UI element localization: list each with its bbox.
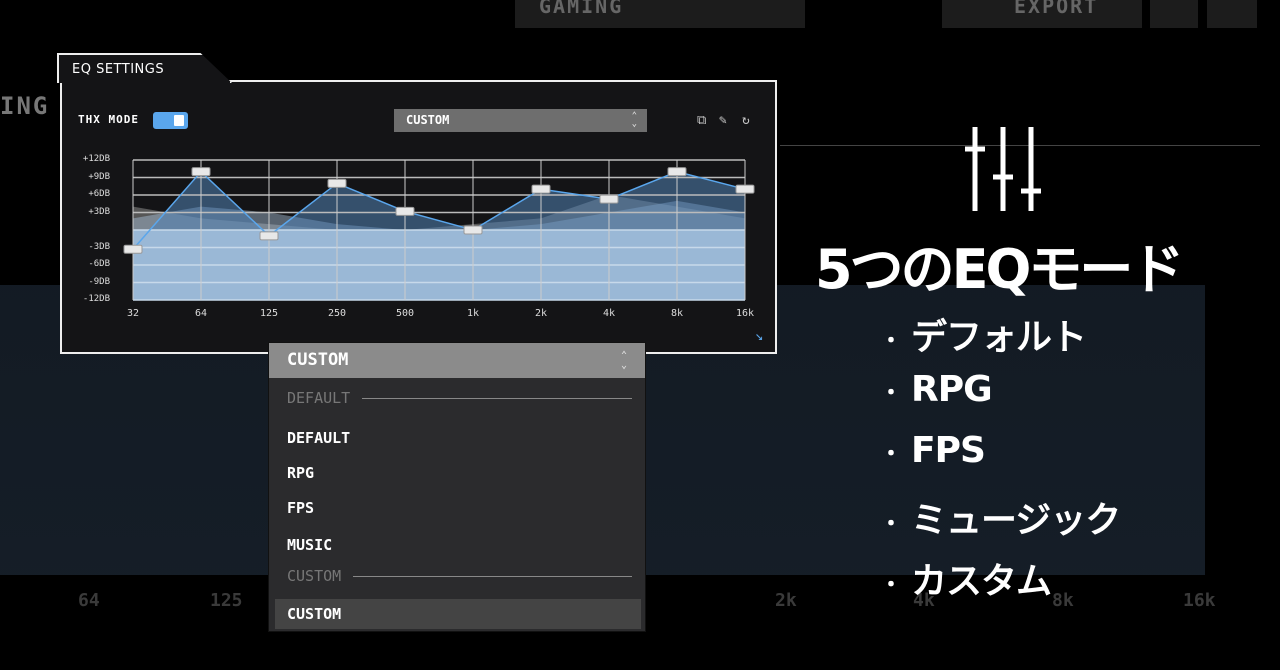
x-tick-label: 64 bbox=[194, 308, 208, 319]
dropdown-selected-value: CUSTOM bbox=[287, 350, 349, 370]
bg-x-label: 125 bbox=[210, 590, 243, 611]
group-header-default: DEFAULT bbox=[287, 389, 632, 407]
eq-band-knob[interactable] bbox=[735, 184, 755, 194]
promo-bullet-item: ・ RPG bbox=[880, 369, 993, 410]
sliders-icon bbox=[965, 127, 1041, 211]
bg-x-label: 4k bbox=[913, 590, 935, 611]
export-label: EXPORT bbox=[1014, 0, 1099, 18]
eq-band-knob[interactable] bbox=[123, 244, 143, 254]
eq-curve-line bbox=[132, 170, 746, 250]
preset-select[interactable]: CUSTOM ⌃ ⌄ bbox=[394, 109, 647, 132]
promo-bullet-item: ・ FPS bbox=[880, 430, 986, 471]
promo-bullet-text: ミュージック bbox=[911, 500, 1121, 541]
promo-heading: 5つのEQモード bbox=[815, 238, 1184, 301]
promo-bullet-text: デフォルト bbox=[911, 317, 1087, 358]
bullet-dot: ・ bbox=[880, 512, 902, 537]
chevron-updown-icon: ⌃ ⌄ bbox=[631, 111, 637, 129]
eq-band-knob[interactable] bbox=[599, 194, 619, 204]
bullet-dot: ・ bbox=[880, 573, 902, 598]
thx-mode-toggle[interactable] bbox=[153, 112, 188, 129]
eq-band-knob[interactable] bbox=[259, 231, 279, 241]
y-tick-label: +12DB bbox=[82, 154, 110, 164]
y-tick-label: -3DB bbox=[88, 241, 110, 252]
x-tick-label: 8k bbox=[670, 308, 684, 319]
bg-x-label: 16k bbox=[1183, 590, 1216, 611]
close-button bbox=[1207, 0, 1257, 28]
y-tick-label: +6DB bbox=[88, 189, 110, 199]
y-tick-label: -12DB bbox=[82, 294, 110, 304]
eq-band-knob[interactable] bbox=[531, 184, 551, 194]
x-tick-label: 4k bbox=[602, 308, 616, 319]
option-default[interactable]: DEFAULT bbox=[287, 429, 351, 447]
y-tick-label: +3DB bbox=[88, 206, 110, 217]
option-music[interactable]: MUSIC bbox=[287, 536, 333, 554]
group-label: DEFAULT bbox=[287, 389, 351, 407]
x-tick-label: 250 bbox=[327, 308, 347, 319]
eq-graph[interactable] bbox=[120, 150, 760, 310]
export-button: EXPORT bbox=[942, 0, 1142, 28]
resize-arrow-icon[interactable]: ↘ bbox=[755, 328, 764, 344]
y-tick-label: +9DB bbox=[88, 171, 110, 182]
x-tick-label: 2k bbox=[534, 308, 548, 319]
profile-select-value: GAMING bbox=[539, 0, 624, 18]
x-tick-label: 500 bbox=[395, 308, 415, 319]
promo-bullet-text: カスタム bbox=[911, 561, 1052, 602]
bullet-dot: ・ bbox=[880, 329, 902, 354]
eq-band-knob[interactable] bbox=[667, 167, 687, 177]
promo-bullet-text: RPG bbox=[911, 369, 993, 410]
bg-x-label: 2k bbox=[775, 590, 797, 611]
group-header-custom: CUSTOM bbox=[287, 567, 632, 585]
bg-x-label: 64 bbox=[78, 590, 100, 611]
promo-bullet-text: FPS bbox=[911, 430, 986, 471]
option-fps[interactable]: FPS bbox=[287, 499, 315, 517]
bg-x-label: 8k bbox=[1052, 590, 1074, 611]
promo-bullet-item: ・ミュージック bbox=[880, 491, 1121, 543]
x-tick-label: 16k bbox=[735, 308, 755, 319]
thx-mode-label: THX MODE bbox=[78, 113, 139, 126]
y-tick-label: -6DB bbox=[88, 259, 110, 269]
background-divider bbox=[780, 145, 1260, 146]
x-tick-label: 125 bbox=[259, 308, 279, 319]
x-tick-label: 1k bbox=[466, 308, 480, 319]
x-tick-label: 32 bbox=[126, 308, 140, 319]
copy-icon[interactable]: ⧉ bbox=[697, 113, 707, 128]
eq-band-knob[interactable] bbox=[395, 206, 415, 216]
background-tab-fragment: ING bbox=[0, 92, 50, 120]
eq-settings-tab[interactable] bbox=[57, 53, 232, 83]
toggle-knob bbox=[174, 115, 184, 126]
dropdown-selected[interactable]: CUSTOM ⌃ ⌄ bbox=[269, 343, 645, 378]
y-tick-label: -9DB bbox=[88, 276, 110, 287]
eq-settings-title: EQ SETTINGS bbox=[72, 62, 165, 77]
group-label: CUSTOM bbox=[287, 567, 342, 585]
profile-select: GAMING bbox=[515, 0, 805, 28]
preset-value: CUSTOM bbox=[406, 113, 450, 127]
minimize-button bbox=[1150, 0, 1198, 28]
edit-icon[interactable]: ✎ bbox=[719, 113, 727, 128]
eq-band-knob[interactable] bbox=[327, 178, 347, 188]
option-rpg[interactable]: RPG bbox=[287, 464, 315, 482]
preset-dropdown: CUSTOM ⌃ ⌄ DEFAULT DEFAULT RPG FPS MUSIC C… bbox=[268, 342, 646, 632]
eq-band-knob[interactable] bbox=[191, 167, 211, 177]
option-custom[interactable]: CUSTOM bbox=[275, 599, 641, 629]
chevron-updown-icon: ⌃ ⌄ bbox=[620, 350, 627, 371]
bullet-dot: ・ bbox=[880, 381, 902, 406]
reset-icon[interactable]: ↻ bbox=[742, 113, 750, 128]
bullet-dot: ・ bbox=[880, 442, 902, 467]
promo-bullet-item: ・カスタム bbox=[880, 552, 1052, 604]
eq-band-knob[interactable] bbox=[463, 225, 483, 235]
promo-bullet-item: ・デフォルト bbox=[880, 308, 1087, 360]
